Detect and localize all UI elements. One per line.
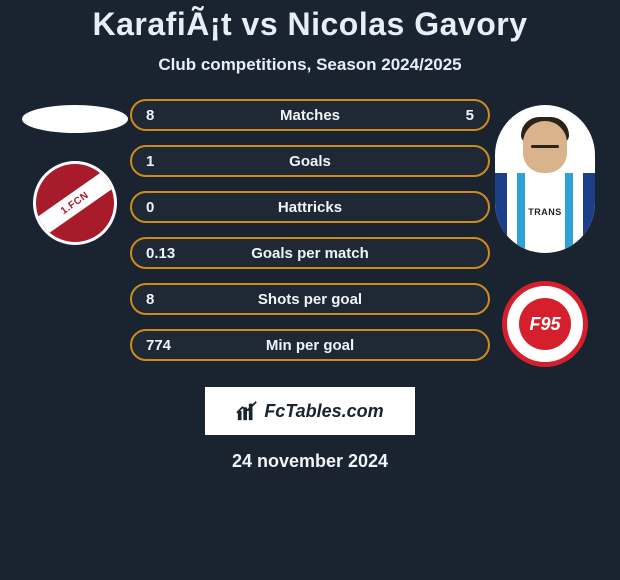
stat-row: 0 Hattricks [130, 191, 490, 223]
right-club-badge: F95 [502, 281, 588, 367]
main-layout: 1.FCN 8 Matches 5 1 Goals 0 Hattricks 0.… [20, 99, 600, 367]
stat-label: Hattricks [206, 199, 414, 216]
stat-label: Shots per goal [206, 291, 414, 308]
page-title: KarafiÃ¡t vs Nicolas Gavory [93, 6, 528, 43]
left-club-badge: 1.FCN [33, 161, 117, 245]
footer-date: 24 november 2024 [232, 451, 388, 472]
stat-row: 774 Min per goal [130, 329, 490, 361]
stat-right-value: 5 [414, 107, 474, 124]
stat-left-value: 8 [146, 291, 206, 308]
jersey-sponsor: TRANS [528, 207, 562, 217]
left-player-avatar [22, 105, 128, 133]
stat-label: Goals [206, 153, 414, 170]
right-player-column: TRANS F95 [490, 99, 600, 367]
left-player-column: 1.FCN [20, 99, 130, 245]
jersey-stripe-icon [517, 173, 525, 251]
subtitle: Club competitions, Season 2024/2025 [158, 55, 461, 75]
right-player-avatar: TRANS [495, 105, 595, 253]
player-photo-icon: TRANS [495, 105, 595, 253]
stat-left-value: 0 [146, 199, 206, 216]
fcn-badge-text: 1.FCN [33, 163, 117, 242]
avatar-brow-icon [531, 145, 559, 148]
f95-badge-icon: F95 [502, 281, 588, 367]
avatar-jersey-icon: TRANS [495, 173, 595, 251]
stat-left-value: 0.13 [146, 245, 206, 262]
stat-row: 0.13 Goals per match [130, 237, 490, 269]
stat-label: Min per goal [206, 337, 414, 354]
stat-row: 8 Matches 5 [130, 99, 490, 131]
branding-badge: FcTables.com [205, 387, 415, 435]
stat-left-value: 774 [146, 337, 206, 354]
stats-column: 8 Matches 5 1 Goals 0 Hattricks 0.13 Goa… [130, 99, 490, 361]
jersey-stripe-icon [565, 173, 573, 251]
stat-left-value: 8 [146, 107, 206, 124]
avatar-placeholder-icon [22, 105, 128, 133]
stat-label: Goals per match [206, 245, 414, 262]
fcn-badge-icon: 1.FCN [33, 161, 117, 245]
comparison-card: KarafiÃ¡t vs Nicolas Gavory Club competi… [0, 0, 620, 472]
stat-label: Matches [206, 107, 414, 124]
stat-row: 1 Goals [130, 145, 490, 177]
chart-icon [236, 400, 258, 422]
f95-badge-text: F95 [519, 298, 571, 350]
branding-label: FcTables.com [264, 401, 383, 422]
stat-row: 8 Shots per goal [130, 283, 490, 315]
stat-left-value: 1 [146, 153, 206, 170]
